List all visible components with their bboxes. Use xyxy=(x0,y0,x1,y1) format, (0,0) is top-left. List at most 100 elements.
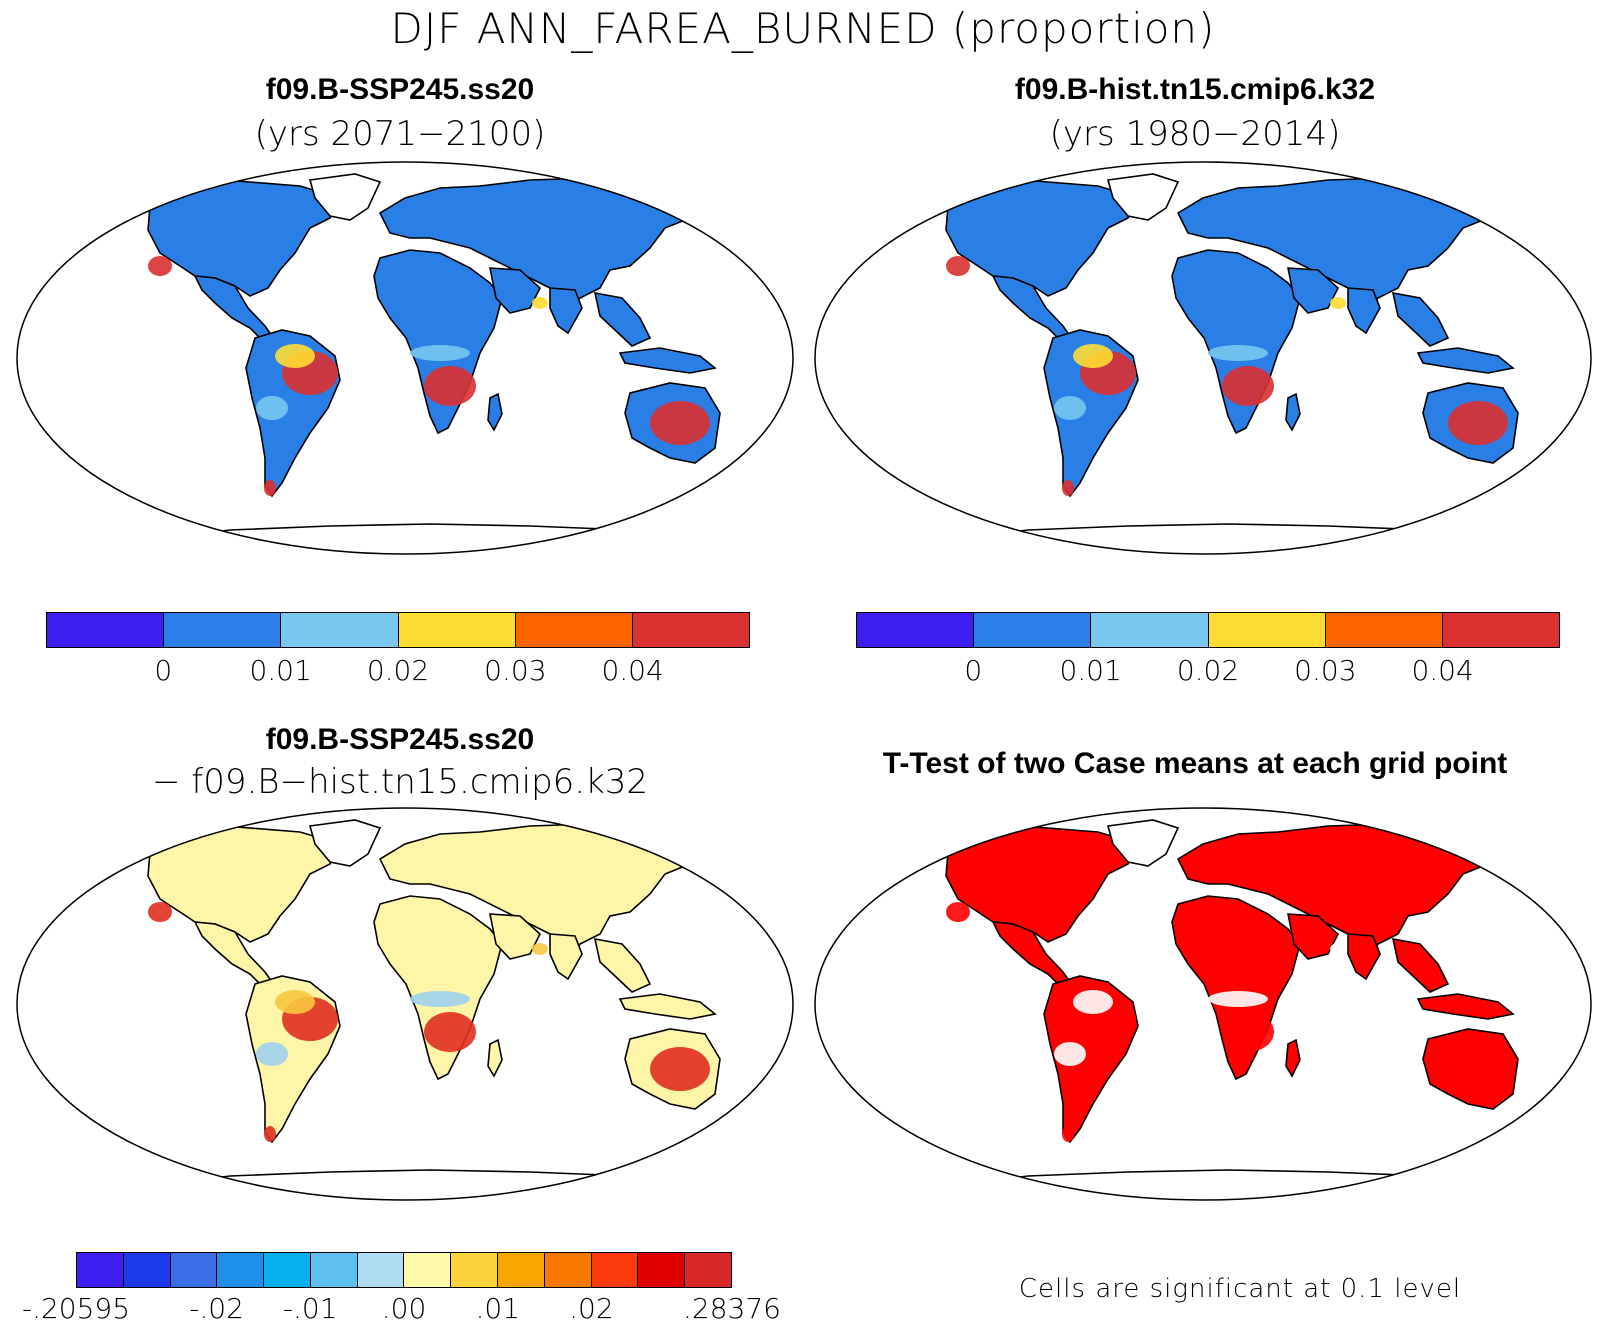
colorbar-tick-label: 0.01 xyxy=(249,654,312,687)
colorbar-swatch xyxy=(398,613,516,647)
colorbar-swatch xyxy=(515,613,633,647)
colorbar-panel-2: 0 0.01 0.02 0.03 0.04 xyxy=(856,612,1560,688)
continent-arabia xyxy=(1287,913,1339,960)
colorbar-tick-label: 0.01 xyxy=(1059,654,1122,687)
continent-eurasia xyxy=(1176,177,1500,320)
colorbar-tick-label: 0.04 xyxy=(1411,654,1474,687)
shaded-region xyxy=(1073,344,1113,368)
colorbar-swatches xyxy=(856,612,1560,648)
shaded-region xyxy=(1208,991,1268,1007)
panel-1-map xyxy=(10,158,800,558)
colorbar-swatch xyxy=(164,613,282,647)
colorbar-swatch xyxy=(281,613,399,647)
shaded-region xyxy=(532,297,548,309)
shaded-region xyxy=(1054,1042,1086,1066)
colorbar-swatch xyxy=(77,1253,124,1287)
continent-india xyxy=(549,287,583,335)
panel-1-title: f09.B-SSP245.ss20 xyxy=(265,73,535,106)
colorbar-swatch xyxy=(404,1253,452,1287)
colorbar-swatch xyxy=(632,613,750,647)
shaded-region xyxy=(1330,943,1346,955)
panel-1-subtitle: (yrs 2071−2100) xyxy=(254,114,546,154)
panel-3-map xyxy=(10,804,800,1204)
continent-africa xyxy=(373,249,503,435)
continent-arabia xyxy=(489,913,541,960)
shaded-region xyxy=(1448,401,1508,445)
continent-antarctica xyxy=(947,1169,1509,1200)
colorbar-swatch xyxy=(123,1253,171,1287)
continent-eurasia xyxy=(378,177,702,320)
map-boundary xyxy=(814,807,1592,1201)
colorbar-swatch xyxy=(857,613,975,647)
continent-indonesia xyxy=(1416,347,1515,374)
continent-madagascar xyxy=(487,392,503,432)
continent-namerica xyxy=(147,825,342,943)
shaded-region xyxy=(532,943,548,955)
continent-greenland xyxy=(308,173,382,221)
map-boundary xyxy=(814,161,1592,555)
colorbar-swatch xyxy=(1325,613,1443,647)
colorbar-tick-label: -.20595 xyxy=(21,1292,131,1325)
shaded-region xyxy=(1073,990,1113,1014)
shaded-region xyxy=(650,1047,710,1091)
continent-africa xyxy=(1171,249,1301,435)
panel-4-title: T-Test of two Case means at each grid po… xyxy=(882,747,1508,780)
shaded-region xyxy=(1222,1012,1274,1052)
continent-indonesia xyxy=(1416,993,1515,1020)
colorbar-panel-1: 0 0.01 0.02 0.03 0.04 xyxy=(46,612,750,688)
colorbar-swatch xyxy=(310,1253,358,1287)
shaded-region xyxy=(410,991,470,1007)
shaded-region xyxy=(1208,345,1268,361)
colorbar-tick-label: -.01 xyxy=(282,1292,338,1325)
colorbar-swatch xyxy=(1442,613,1560,647)
shaded-region xyxy=(1062,1126,1074,1142)
continent-india xyxy=(1347,933,1381,981)
map-boundary xyxy=(16,161,794,555)
continent-madagascar xyxy=(1285,1038,1301,1078)
colorbar-swatch xyxy=(357,1253,405,1287)
continent-madagascar xyxy=(1285,392,1301,432)
continent-arabia xyxy=(489,267,541,314)
continent-madagascar xyxy=(487,1038,503,1078)
shaded-region xyxy=(148,256,172,276)
colorbar-swatch xyxy=(498,1253,545,1287)
colorbar-tick-label: 0.02 xyxy=(1176,654,1240,687)
colorbar-swatch xyxy=(217,1253,265,1287)
panel-2-subtitle: (yrs 1980−2014) xyxy=(1049,114,1341,154)
shaded-region xyxy=(275,344,315,368)
colorbar-tick-label: .00 xyxy=(381,1292,427,1325)
panel-3-title: f09.B-SSP245.ss20 xyxy=(265,723,535,756)
continent-antarctica xyxy=(947,523,1509,554)
colorbar-swatch xyxy=(1208,613,1326,647)
shaded-region xyxy=(1330,297,1346,309)
shaded-region xyxy=(148,902,172,922)
colorbar-ticks: 0 0.01 0.02 0.03 0.04 xyxy=(46,654,750,688)
shaded-region xyxy=(1054,396,1086,420)
colorbar-swatch xyxy=(591,1253,639,1287)
continent-india xyxy=(549,933,583,981)
shaded-region xyxy=(424,1012,476,1052)
colorbar-swatch xyxy=(974,613,1092,647)
continent-eurasia xyxy=(1176,823,1500,966)
continent-namerica xyxy=(945,179,1140,297)
continent-eurasia xyxy=(378,823,702,966)
continent-seasia xyxy=(593,937,652,993)
colorbar-swatch xyxy=(264,1253,311,1287)
colorbar-tick-label: 0.04 xyxy=(601,654,664,687)
shaded-region xyxy=(410,345,470,361)
significance-note: Cells are significant at 0.1 level xyxy=(1018,1274,1462,1304)
shaded-region xyxy=(650,401,710,445)
panel-3-subtitle: − f09.B−hist.tn15.cmip6.k32 xyxy=(151,762,649,802)
panel-2-title: f09.B-hist.tn15.cmip6.k32 xyxy=(1014,73,1376,106)
continent-indonesia xyxy=(618,993,717,1020)
colorbar-tick-label: 0 xyxy=(964,654,983,687)
shaded-region xyxy=(424,366,476,406)
colorbar-tick-label: .28376 xyxy=(683,1292,781,1325)
continent-seasia xyxy=(1391,291,1450,347)
continent-arabia xyxy=(1287,267,1339,314)
colorbar-panel-3: -.20595 -.02 -.01 .00 .01 .02 .28376 xyxy=(22,1252,781,1326)
shaded-region xyxy=(1448,1047,1508,1091)
colorbar-swatch xyxy=(47,613,165,647)
colorbar-swatch xyxy=(1091,613,1209,647)
continent-indonesia xyxy=(618,347,717,374)
